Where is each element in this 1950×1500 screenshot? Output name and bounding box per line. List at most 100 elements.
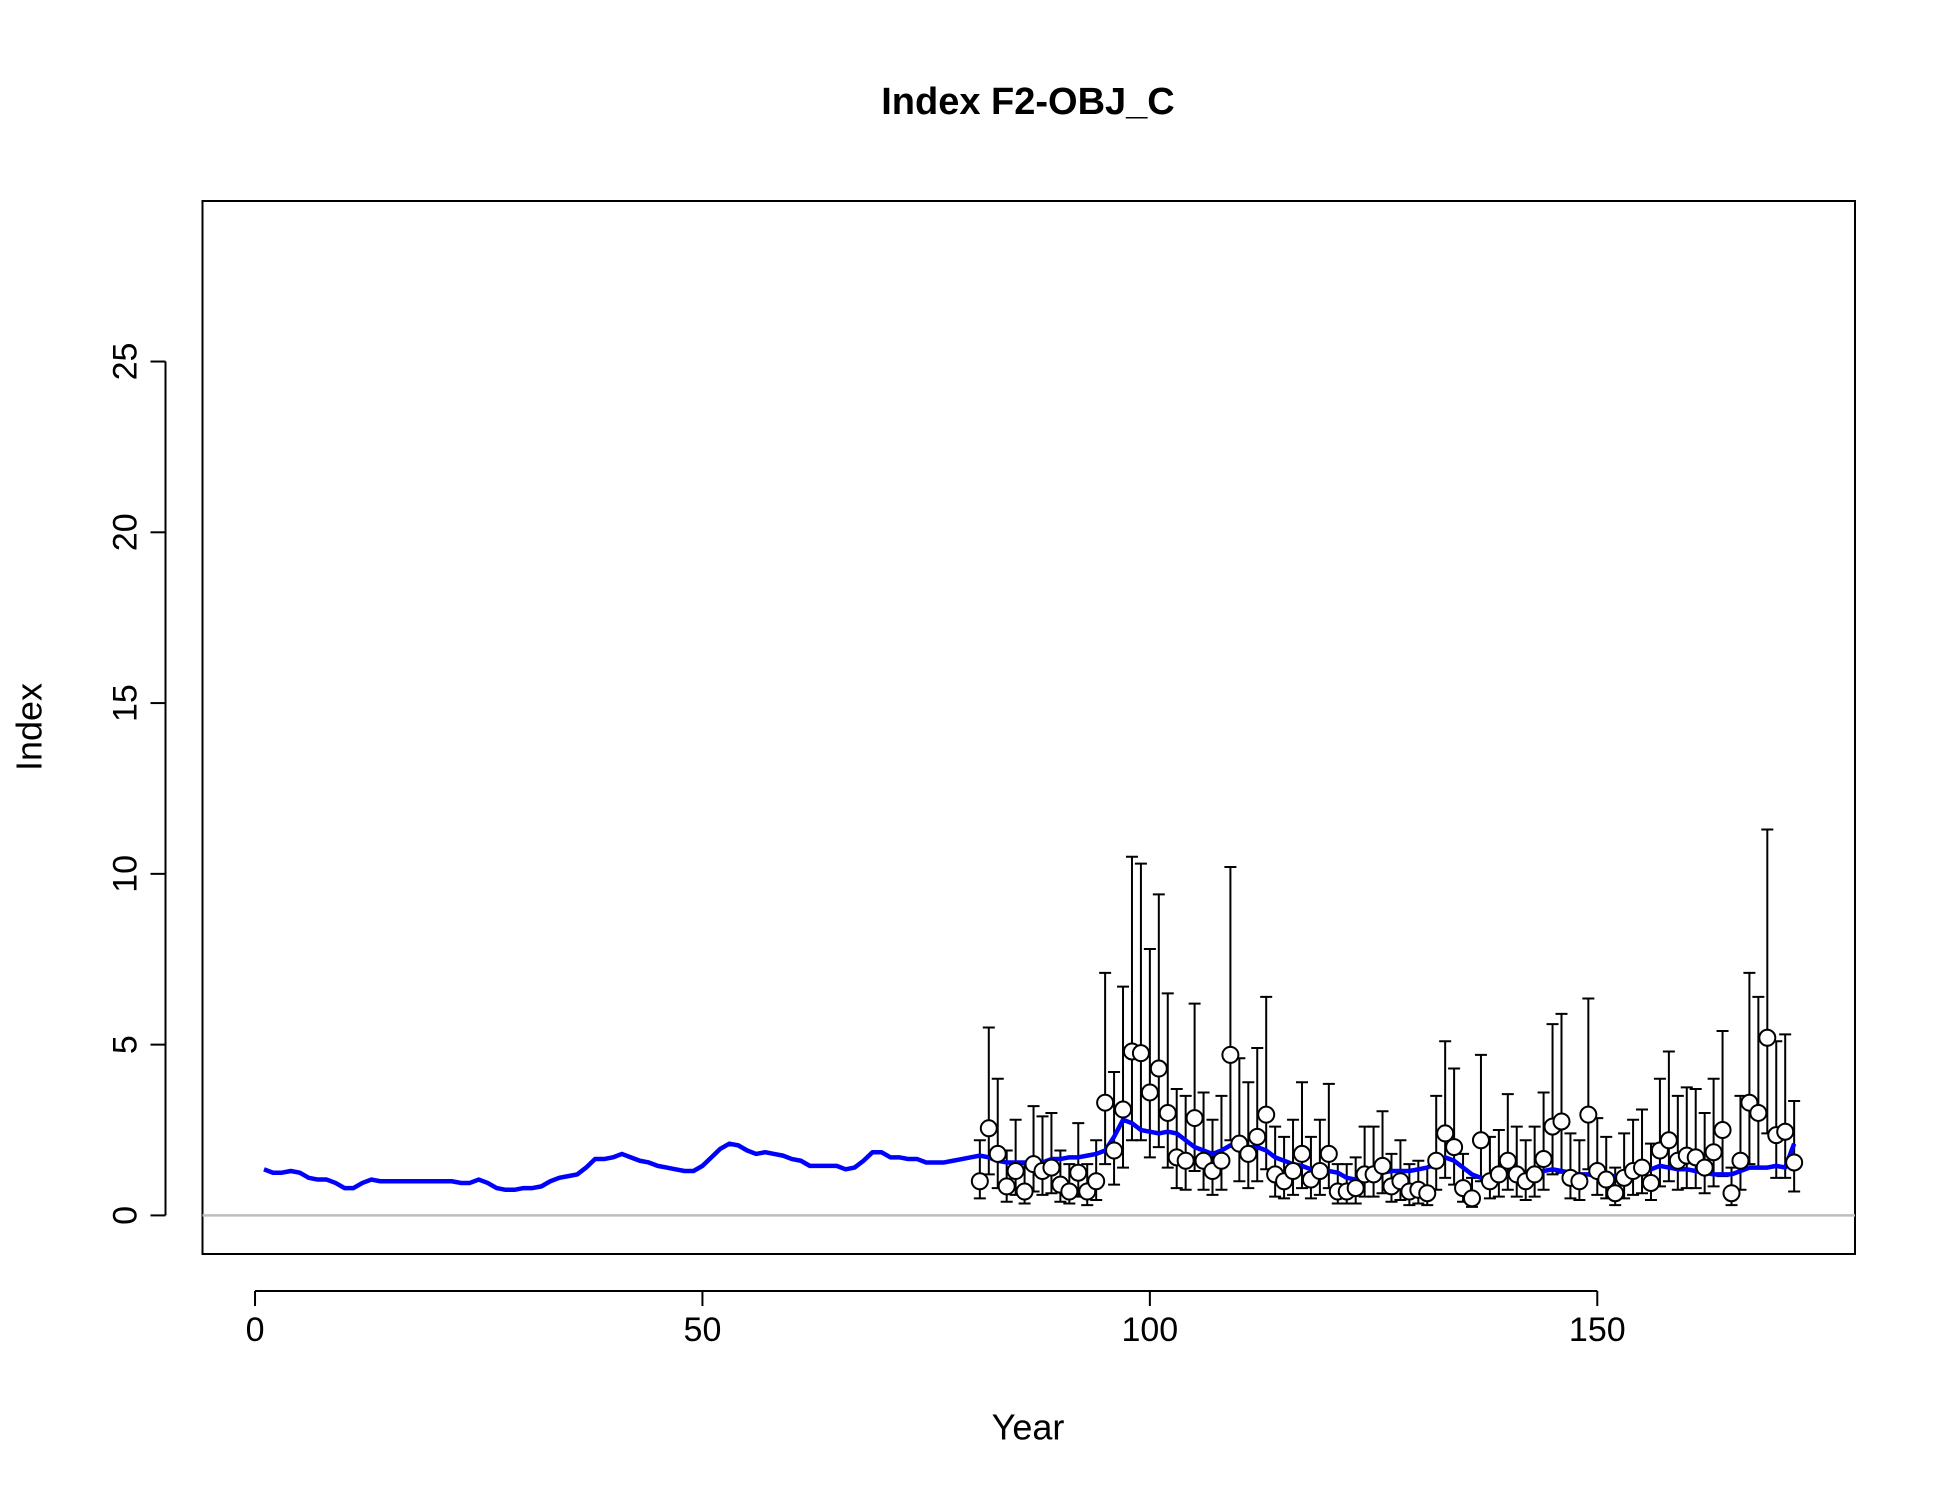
observed-point — [1552, 1112, 1571, 1131]
error-bar — [1779, 1033, 1792, 1179]
y-axis-title: Index — [9, 683, 50, 771]
observed-point — [1534, 1150, 1553, 1169]
observed-point — [1069, 1163, 1088, 1182]
observed-point — [1713, 1121, 1732, 1140]
observed-point — [1212, 1151, 1231, 1170]
error-bar — [1636, 1108, 1649, 1195]
observed-point — [1373, 1156, 1392, 1175]
observed-point — [1785, 1153, 1804, 1172]
error-bar — [1439, 1040, 1452, 1179]
error-bar — [1170, 1088, 1183, 1190]
observed-point — [1185, 1109, 1204, 1128]
y-tick-label: 10 — [106, 855, 144, 893]
observed-point — [1131, 1044, 1150, 1063]
observed-point — [1015, 1182, 1034, 1201]
observed-point — [1570, 1172, 1589, 1191]
observed-point — [1758, 1028, 1777, 1047]
observed-point — [1427, 1151, 1446, 1170]
error-bar — [1564, 1132, 1577, 1200]
error-bar — [1161, 992, 1174, 1169]
error-bar — [1528, 1125, 1541, 1198]
y-tick-label: 15 — [106, 684, 144, 722]
x-tick-label: 100 — [1121, 1311, 1178, 1349]
observed-point — [1096, 1093, 1115, 1112]
plot-box — [201, 200, 1856, 1255]
observed-point — [1042, 1158, 1061, 1177]
observed-point — [1606, 1184, 1625, 1203]
observed-point — [1776, 1122, 1795, 1141]
observed-point — [1060, 1182, 1079, 1201]
error-bar — [1197, 1091, 1210, 1191]
error-bar — [1627, 1118, 1640, 1196]
error-bar — [1242, 1081, 1255, 1190]
observed-point — [1105, 1141, 1124, 1160]
observed-point — [1292, 1144, 1311, 1163]
observed-point — [1498, 1151, 1517, 1170]
observed-point — [1319, 1144, 1338, 1163]
observed-point — [1248, 1127, 1267, 1146]
error-bar — [1188, 1002, 1201, 1172]
observed-point — [1749, 1103, 1768, 1122]
error-bar — [1492, 1129, 1505, 1198]
observed-point — [1463, 1189, 1482, 1208]
x-tick-label: 150 — [1569, 1311, 1626, 1349]
observed-point — [988, 1144, 1007, 1163]
observed-point — [1418, 1184, 1437, 1203]
observed-point — [1659, 1131, 1678, 1150]
observed-point — [1257, 1105, 1276, 1124]
observed-point — [1149, 1059, 1168, 1078]
error-bar — [1313, 1118, 1326, 1196]
error-bar — [1662, 1050, 1675, 1183]
observed-point — [1704, 1143, 1723, 1162]
observed-point — [1471, 1131, 1490, 1150]
x-tick-label: 50 — [684, 1311, 722, 1349]
error-bar — [1117, 985, 1130, 1169]
error-bar — [1215, 1094, 1228, 1191]
y-tick-label: 20 — [106, 513, 144, 551]
observed-point — [1221, 1045, 1240, 1064]
observed-point — [1445, 1138, 1464, 1157]
observed-point — [997, 1177, 1016, 1196]
error-bar — [1269, 1125, 1282, 1198]
observed-point — [1633, 1158, 1652, 1177]
y-tick-label: 25 — [106, 343, 144, 381]
observed-point — [1525, 1165, 1544, 1184]
observed-point — [1641, 1173, 1660, 1192]
observed-point — [1239, 1144, 1258, 1163]
observed-point — [1722, 1184, 1741, 1203]
error-bar — [1546, 1023, 1559, 1176]
error-bar — [1152, 893, 1165, 1149]
error-bar — [1108, 1070, 1121, 1186]
observed-point — [1140, 1083, 1159, 1102]
observed-point — [970, 1172, 989, 1191]
x-tick-label: 0 — [246, 1311, 265, 1349]
observed-point — [979, 1119, 998, 1138]
observed-point — [1489, 1165, 1508, 1184]
observed-point — [1731, 1151, 1750, 1170]
observed-point — [1597, 1170, 1616, 1189]
error-bar — [1206, 1118, 1219, 1196]
chart-title: Index F2-OBJ_C — [881, 81, 1175, 123]
error-bar — [1367, 1125, 1380, 1198]
y-tick-label: 0 — [106, 1206, 144, 1225]
observed-point — [1158, 1103, 1177, 1122]
observed-point — [1346, 1179, 1365, 1198]
observed-point — [1284, 1162, 1303, 1181]
observed-point — [1436, 1124, 1455, 1143]
error-bar — [1099, 971, 1112, 1166]
observed-point — [1006, 1162, 1025, 1181]
error-bar — [1671, 1094, 1684, 1191]
observed-point — [1087, 1172, 1106, 1191]
error-bar — [1287, 1118, 1300, 1196]
observed-point — [1695, 1158, 1714, 1177]
error-bar — [1036, 1115, 1049, 1196]
error-bar — [1134, 862, 1147, 1142]
observed-point — [1114, 1100, 1133, 1119]
observed-point — [1310, 1162, 1329, 1181]
observed-point — [1176, 1151, 1195, 1170]
y-tick-label: 5 — [106, 1035, 144, 1054]
error-bar — [1045, 1111, 1058, 1195]
x-axis-title: Year — [992, 1407, 1065, 1448]
